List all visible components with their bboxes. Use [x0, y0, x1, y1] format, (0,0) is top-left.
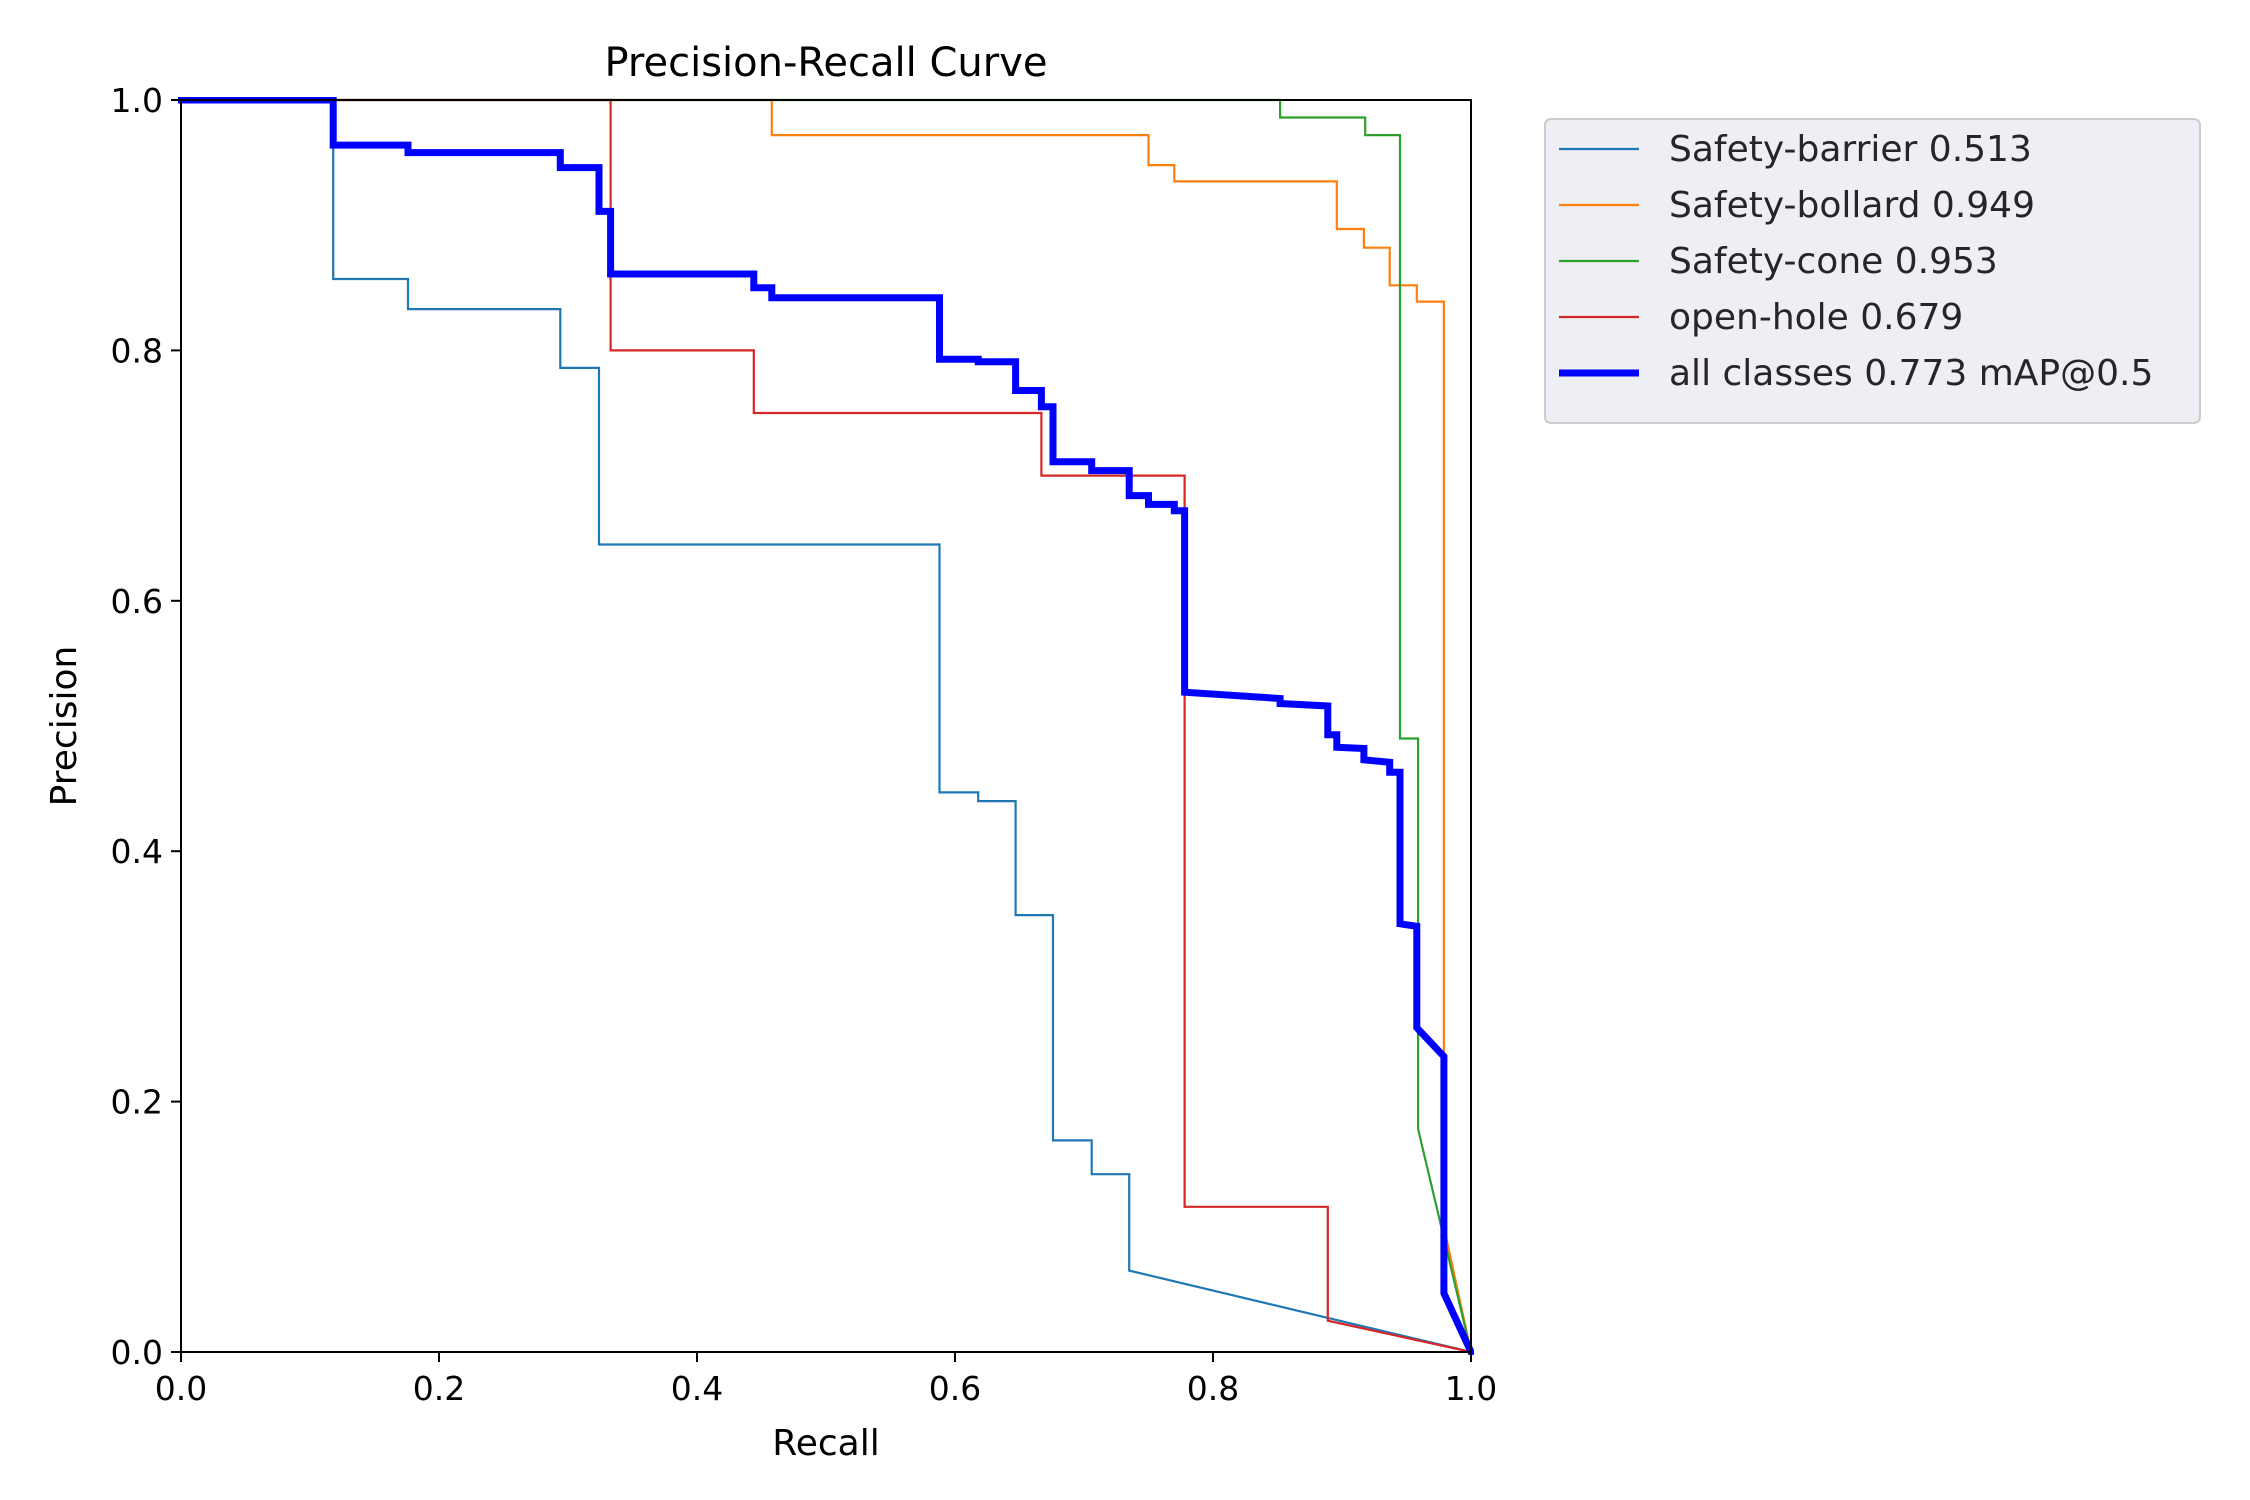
legend: Safety-barrier 0.513 Safety-bollard 0.949… — [1544, 118, 2201, 424]
plot-frame — [180, 99, 1472, 1353]
x-tick-label: 0.0 — [155, 1369, 207, 1408]
legend-entry-1: Safety-bollard 0.949 — [1669, 185, 2035, 226]
plot-series-group — [178, 97, 1474, 1355]
legend-entry-4: all classes 0.773 mAP@0.5 — [1669, 353, 2153, 394]
x-axis-title: Recall — [772, 1423, 879, 1464]
legend-entry-0: Safety-barrier 0.513 — [1669, 129, 2032, 170]
chart-title: Precision-Recall Curve — [605, 40, 1048, 86]
x-tick-label: 1.0 — [1445, 1369, 1497, 1408]
series-line-3 — [179, 98, 1473, 1354]
y-tick-label: 0.4 — [111, 832, 163, 871]
series-line-1 — [179, 98, 1473, 1354]
x-tick-label: 0.4 — [671, 1369, 723, 1408]
y-tick-label: 0.6 — [111, 582, 163, 621]
x-tick-label: 0.8 — [1187, 1369, 1239, 1408]
y-tick-label: 0.8 — [111, 331, 163, 370]
legend-box — [1544, 118, 2201, 424]
legend-entry-3: open-hole 0.679 — [1669, 297, 1963, 338]
y-axis-ticks: 0.0 0.2 0.4 0.6 0.8 1.0 — [111, 81, 181, 1372]
y-tick-label: 0.0 — [111, 1333, 163, 1372]
series-line-0 — [179, 98, 1473, 1354]
x-tick-label: 0.6 — [929, 1369, 981, 1408]
series-line-4 — [178, 97, 1474, 1355]
y-tick-label: 1.0 — [111, 81, 163, 120]
y-axis-title: Precision — [44, 646, 85, 807]
x-tick-label: 0.2 — [413, 1369, 465, 1408]
legend-entry-2: Safety-cone 0.953 — [1669, 241, 1998, 282]
x-axis-ticks: 0.0 0.2 0.4 0.6 0.8 1.0 — [155, 1352, 1497, 1408]
y-tick-label: 0.2 — [111, 1083, 163, 1122]
